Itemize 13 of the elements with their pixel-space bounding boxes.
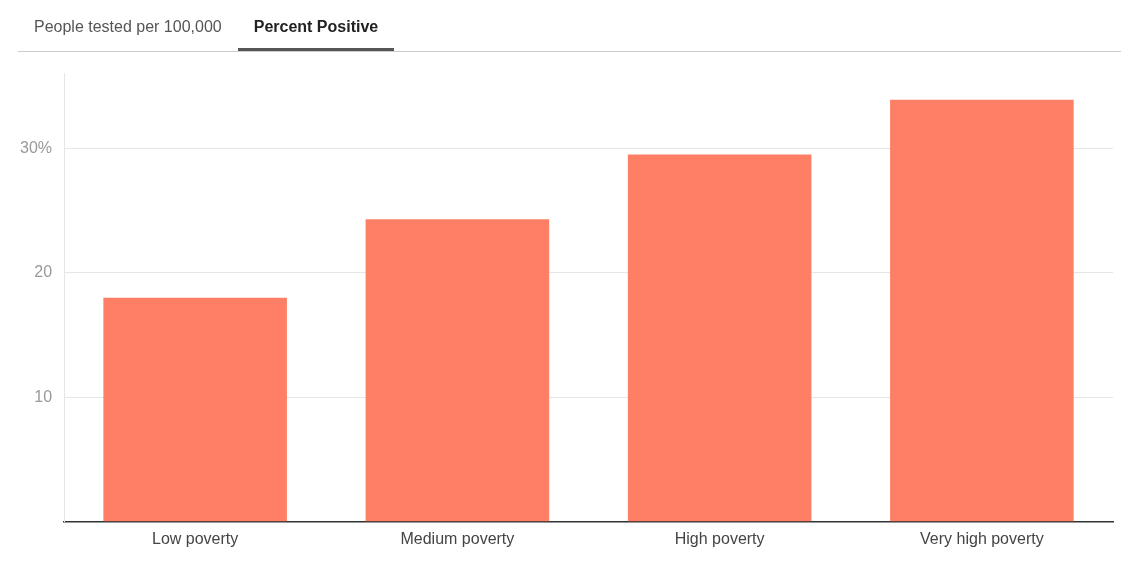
x-tick-label: Medium poverty — [400, 529, 515, 547]
y-tick-label: 30% — [19, 138, 53, 156]
text: People tested per 100,000 — [33, 17, 223, 37]
bar — [890, 99, 1074, 522]
x-tick-label: High poverty — [674, 529, 765, 547]
bar — [627, 154, 812, 522]
bar — [103, 297, 287, 522]
x-tick-label: Low poverty — [152, 529, 239, 547]
chart-title: Percent Positive — [237, 8, 395, 51]
y-tick-label: 20 — [34, 263, 53, 281]
x-tick-label: Very high poverty — [920, 529, 1044, 547]
y-tick-label: 10 — [34, 387, 53, 405]
bar — [365, 219, 550, 522]
